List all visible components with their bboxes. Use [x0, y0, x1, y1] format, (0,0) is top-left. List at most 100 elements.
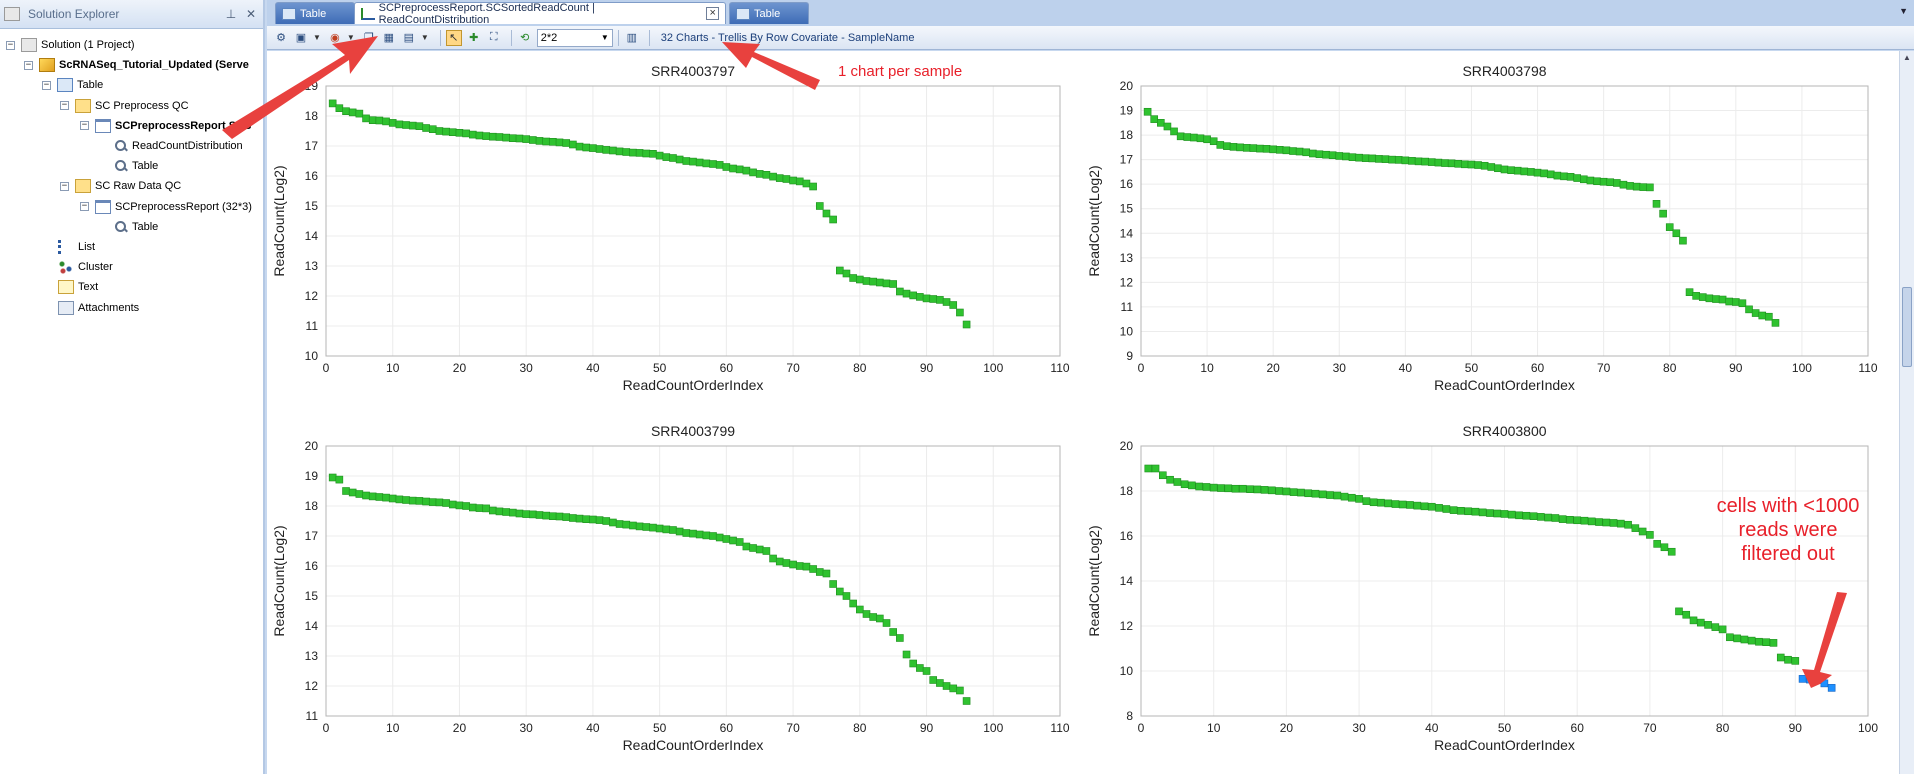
- cell-point[interactable]: [1195, 482, 1203, 491]
- cell-point[interactable]: [782, 175, 791, 183]
- cell-point[interactable]: [1368, 154, 1377, 163]
- cell-point[interactable]: [1428, 502, 1436, 511]
- collapse-icon[interactable]: −: [60, 180, 69, 191]
- cell-point[interactable]: [1494, 164, 1502, 173]
- cell-point[interactable]: [1289, 147, 1297, 155]
- cell-point[interactable]: [669, 526, 677, 534]
- cell-point[interactable]: [1652, 200, 1661, 208]
- cell-point[interactable]: [1776, 653, 1785, 662]
- cell-point[interactable]: [842, 592, 851, 600]
- cell-point[interactable]: [1546, 170, 1555, 179]
- cell-point[interactable]: [655, 524, 664, 533]
- cell-point[interactable]: [682, 529, 691, 537]
- cell-point[interactable]: [1394, 156, 1403, 164]
- cell-point[interactable]: [1493, 509, 1502, 518]
- cell-point[interactable]: [1471, 507, 1480, 516]
- cell-point[interactable]: [1449, 506, 1458, 514]
- cell-point[interactable]: [1599, 177, 1608, 186]
- cell-point[interactable]: [916, 293, 924, 301]
- cell-point[interactable]: [489, 506, 497, 515]
- cell-point[interactable]: [1705, 294, 1714, 303]
- cell-point[interactable]: [522, 135, 530, 143]
- cell-point[interactable]: [896, 634, 904, 642]
- cell-point[interactable]: [1163, 122, 1172, 131]
- cell-point[interactable]: [1209, 137, 1218, 146]
- cell-point[interactable]: [869, 613, 877, 621]
- cell-point[interactable]: [1553, 171, 1562, 180]
- cell-point[interactable]: [922, 667, 931, 675]
- cell-point[interactable]: [1157, 119, 1165, 127]
- cell-point[interactable]: [1176, 132, 1185, 141]
- cell-point[interactable]: [1461, 160, 1469, 169]
- cell-point[interactable]: [1275, 487, 1283, 495]
- cell-point[interactable]: [629, 521, 637, 530]
- cell-point[interactable]: [1617, 519, 1625, 528]
- cell-point[interactable]: [595, 145, 604, 153]
- cell-point[interactable]: [428, 498, 437, 506]
- cell-point[interactable]: [929, 676, 938, 684]
- cell-point[interactable]: [1236, 143, 1244, 152]
- cell-point[interactable]: [622, 148, 631, 156]
- cell-point[interactable]: [1738, 299, 1747, 308]
- collapse-icon[interactable]: −: [6, 39, 15, 50]
- layout-dropdown-icon[interactable]: ▼: [420, 33, 429, 42]
- cell-point[interactable]: [1679, 236, 1687, 245]
- cell-point[interactable]: [348, 108, 357, 117]
- cell-point[interactable]: [382, 117, 390, 126]
- cell-point[interactable]: [869, 277, 877, 286]
- cell-point[interactable]: [402, 121, 410, 129]
- tab-table-1[interactable]: Table: [275, 2, 355, 24]
- cell-point[interactable]: [1381, 155, 1390, 163]
- cell-point[interactable]: [1275, 146, 1284, 154]
- cell-point[interactable]: [1619, 180, 1628, 189]
- cell-point[interactable]: [635, 149, 644, 157]
- refresh-icon[interactable]: ⟲: [520, 32, 530, 44]
- cell-point[interactable]: [542, 137, 551, 146]
- cell-point[interactable]: [1377, 498, 1385, 507]
- collapse-icon[interactable]: −: [42, 79, 51, 90]
- cell-point[interactable]: [1507, 166, 1515, 174]
- cell-point[interactable]: [1269, 145, 1277, 154]
- cell-point[interactable]: [849, 274, 857, 282]
- tree-node[interactable]: Cluster: [58, 258, 113, 276]
- cell-point[interactable]: [942, 682, 951, 690]
- cell-point[interactable]: [408, 496, 417, 505]
- cell-point[interactable]: [342, 107, 350, 116]
- cell-point[interactable]: [1560, 172, 1568, 181]
- tree-node[interactable]: Text: [58, 278, 98, 296]
- cell-point[interactable]: [749, 168, 757, 177]
- cell-point[interactable]: [335, 475, 344, 484]
- cell-point[interactable]: [1646, 183, 1654, 192]
- cell-point[interactable]: [1573, 516, 1581, 525]
- cell-point[interactable]: [535, 137, 544, 145]
- cell-point[interactable]: [949, 301, 958, 309]
- cell-point[interactable]: [1202, 483, 1211, 491]
- cell-point[interactable]: [1183, 133, 1192, 141]
- cell-point[interactable]: [1401, 156, 1410, 165]
- cell-point[interactable]: [1253, 485, 1262, 494]
- cell-point[interactable]: [789, 176, 797, 185]
- cell-point[interactable]: [789, 560, 797, 569]
- cell-point[interactable]: [395, 495, 404, 504]
- cell-point[interactable]: [675, 155, 684, 164]
- cell-point[interactable]: [769, 172, 777, 181]
- zoom-icon[interactable]: ✚: [469, 32, 479, 44]
- cell-point[interactable]: [1609, 519, 1618, 527]
- cell-point[interactable]: [1712, 295, 1720, 303]
- cell-point[interactable]: [689, 157, 697, 166]
- cell-point[interactable]: [1311, 489, 1320, 498]
- tree-node[interactable]: Attachments: [58, 299, 139, 317]
- tab-table-2[interactable]: Table: [729, 2, 809, 24]
- cell-point[interactable]: [495, 507, 504, 516]
- cell-point[interactable]: [1685, 288, 1694, 296]
- cell-point[interactable]: [1733, 634, 1741, 643]
- cell-point[interactable]: [835, 587, 844, 596]
- cell-point[interactable]: [1326, 491, 1334, 499]
- cell-point[interactable]: [615, 147, 624, 156]
- cell-point[interactable]: [375, 493, 384, 501]
- cell-point[interactable]: [415, 497, 424, 505]
- cell-point[interactable]: [1593, 177, 1601, 186]
- cell-point[interactable]: [882, 619, 891, 627]
- cell-point[interactable]: [1209, 483, 1218, 492]
- cell-point[interactable]: [442, 127, 450, 136]
